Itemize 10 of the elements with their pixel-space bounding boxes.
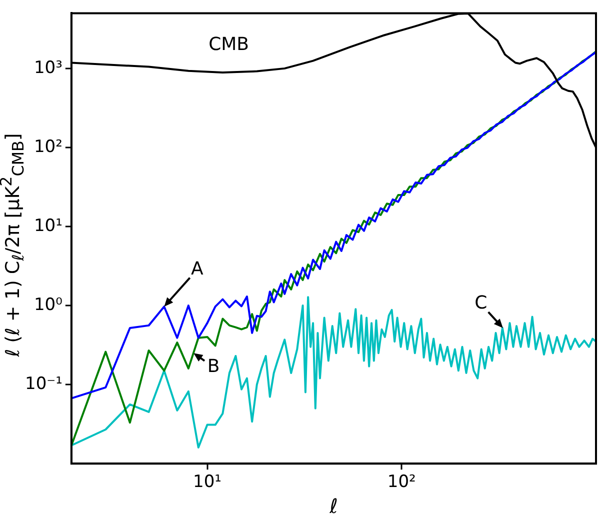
- annotation: A: [190, 258, 204, 280]
- annotation: C: [474, 292, 488, 314]
- x-axis-title: ℓ: [328, 494, 338, 518]
- y-tick-label: 10¹: [34, 216, 62, 236]
- y-tick-label: 10⁰: [34, 294, 63, 315]
- y-tick-label: 10⁻¹: [25, 374, 62, 394]
- y-tick-label: 10³: [34, 58, 62, 78]
- annotation: CMB: [208, 34, 250, 55]
- y-tick-label: 10²: [34, 136, 62, 157]
- annotation: B: [207, 356, 220, 377]
